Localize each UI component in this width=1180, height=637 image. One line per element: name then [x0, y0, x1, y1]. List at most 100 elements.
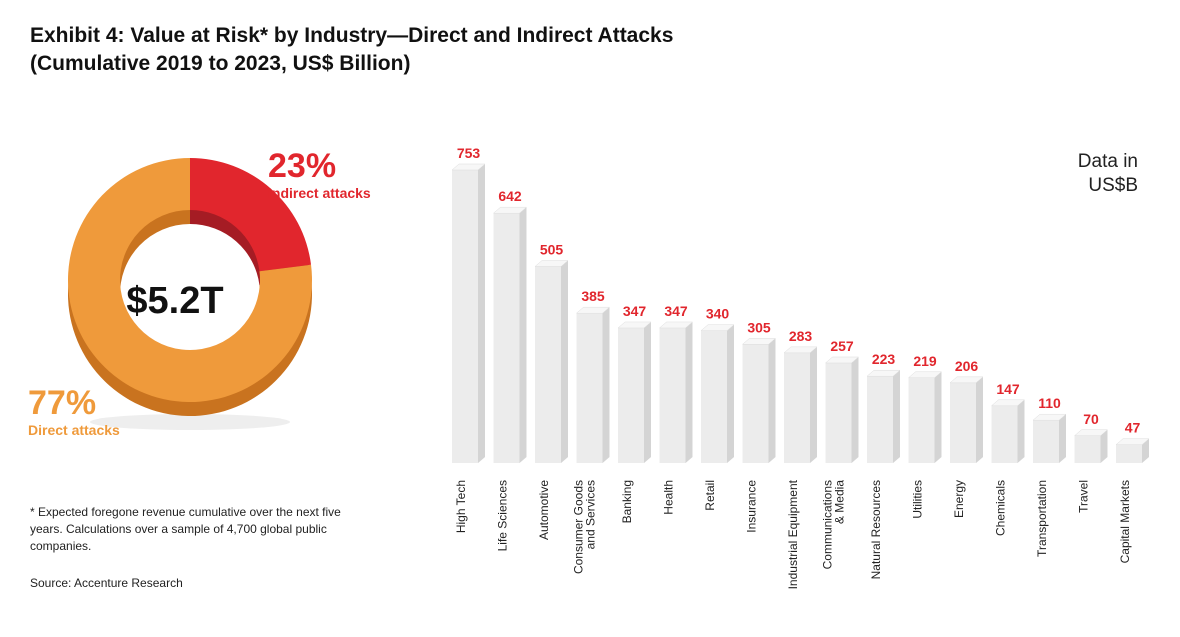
category-label-line: Chemicals [994, 480, 1008, 536]
bar-top [658, 321, 694, 329]
bar-top [451, 163, 486, 171]
bar-group [949, 376, 984, 463]
bar-top [866, 369, 901, 377]
bar [991, 405, 1018, 463]
category-label-line: Industrial Equipment [786, 479, 800, 589]
bar-top [700, 324, 735, 331]
category-label: Health [662, 480, 676, 515]
bar-value-label: 385 [581, 288, 605, 304]
direct-attacks-pct: 77% [28, 384, 97, 422]
unit-note-line-2: US$B [1088, 175, 1138, 196]
bar-side [1017, 399, 1025, 463]
bar-value-label: 223 [872, 351, 896, 367]
bar [1116, 444, 1142, 463]
bar-top [907, 371, 943, 379]
bar-top [1115, 438, 1150, 445]
donut-total: $5.2T [126, 280, 224, 322]
bar-side [644, 321, 651, 463]
bar-side [851, 356, 859, 463]
bar-side [1059, 414, 1066, 463]
category-label-line: Transportation [1035, 480, 1049, 557]
bar-side [810, 346, 817, 463]
bar-value-label: 70 [1083, 411, 1099, 427]
bar [867, 376, 893, 463]
bar-side [727, 324, 734, 463]
category-label: Utilities [911, 480, 925, 519]
bar-value-label: 110 [1038, 395, 1061, 411]
bar-value-label: 283 [789, 328, 813, 344]
category-label-line: Banking [620, 480, 634, 523]
bar-top [1073, 429, 1109, 437]
bar-value-label: 147 [996, 381, 1020, 397]
bar-side [768, 338, 776, 463]
category-label-line: Health [662, 480, 676, 515]
category-label-line: & Media [833, 480, 847, 524]
bar [1074, 435, 1101, 463]
donut-shadow [90, 414, 290, 430]
bar-top [1032, 413, 1067, 421]
bar-side [561, 260, 568, 463]
bar [535, 266, 561, 463]
bar-group [492, 206, 528, 463]
category-label-line: Energy [952, 480, 966, 518]
bar-value-label: 340 [706, 306, 730, 322]
bar-group [1032, 413, 1067, 463]
chart-title-line-1: Exhibit 4: Value at Risk* by Industry—Di… [30, 24, 674, 47]
category-label-line: Utilities [911, 480, 925, 519]
category-label: Energy [952, 480, 966, 518]
bar-top [783, 346, 818, 354]
indirect-attacks-label: 23% Indirect attacks [268, 148, 371, 202]
bar-side [893, 370, 900, 463]
bar-top [741, 338, 777, 345]
bar [618, 327, 644, 463]
bar-value-label: 47 [1125, 420, 1141, 436]
category-label-line: Capital Markets [1118, 480, 1132, 563]
bar [1033, 420, 1059, 463]
category-label: Retail [703, 480, 717, 511]
bar [908, 377, 935, 463]
indirect-attacks-pct: 23% [268, 147, 337, 185]
bar-value-label: 219 [913, 353, 937, 369]
category-label-line: Insurance [745, 480, 759, 533]
bar-top [492, 206, 528, 214]
bar-group [534, 260, 569, 463]
bar-side [478, 164, 485, 463]
bar-group [866, 369, 901, 463]
bar [701, 330, 727, 463]
bar-group [741, 338, 777, 463]
bar [742, 344, 769, 463]
bar [825, 362, 852, 463]
category-label-line: Travel [1077, 480, 1091, 513]
bar [659, 327, 686, 463]
bar-top [575, 306, 611, 314]
bar-group [824, 356, 860, 463]
bar-value-label: 305 [747, 319, 771, 335]
bar-value-label: 753 [457, 145, 481, 161]
bar-value-label: 505 [540, 241, 564, 257]
bar-value-label: 206 [955, 358, 979, 374]
category-label: Transportation [1035, 480, 1049, 557]
chart-title-line-2: (Cumulative 2019 to 2023, US$ Billion) [30, 52, 411, 75]
bar-group [907, 371, 943, 463]
footnote: * Expected foregone revenue cumulative o… [30, 505, 341, 553]
indirect-attacks-text: Indirect attacks [268, 185, 371, 201]
bar [576, 313, 603, 463]
category-label: Capital Markets [1118, 480, 1132, 563]
bar-side [519, 207, 527, 463]
category-label: Communications& Media [821, 480, 847, 570]
chart-title: Exhibit 4: Value at Risk* by Industry—Di… [30, 22, 930, 78]
category-label-line: Communications [821, 480, 835, 569]
bar-group [617, 321, 652, 463]
direct-attacks-text: Direct attacks [28, 422, 120, 438]
bar-top [534, 260, 569, 267]
bar-group [700, 324, 735, 463]
category-label: Industrial Equipment [786, 479, 800, 589]
category-label: Banking [620, 480, 634, 523]
bar-group [783, 346, 818, 463]
bar-side [1100, 429, 1108, 463]
bar-value-label: 347 [664, 303, 688, 319]
bar-side [685, 321, 693, 463]
donut-chart: $5.2T 23% Indirect attacks 77% Direct at… [0, 130, 430, 490]
bar-group [1073, 429, 1109, 463]
